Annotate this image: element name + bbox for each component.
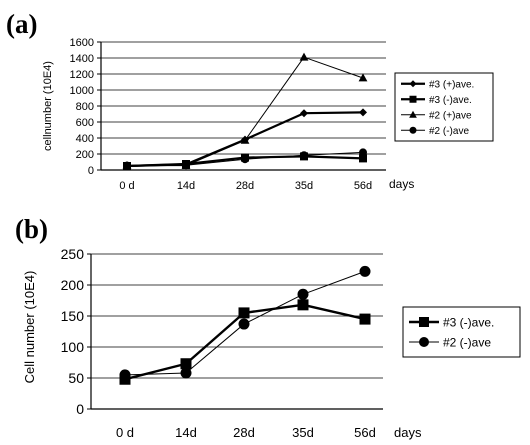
chart-panel-b: (b) 0 50 100 150 200 250 0 d 14d 28d 35d 56d Cell… [15, 214, 521, 440]
panel-label-b: (b) [15, 214, 48, 244]
y-tick-label: 1200 [70, 69, 94, 81]
data-point [359, 265, 371, 277]
legend-entry-label: #2 (-)ave [429, 126, 469, 137]
data-point [238, 318, 250, 330]
data-point [180, 367, 192, 379]
gridlines-b [91, 253, 383, 379]
series-line-2 [127, 56, 364, 167]
data-point [358, 73, 368, 82]
data-point [240, 135, 250, 144]
x-tick-label: 14d [175, 425, 197, 440]
chart-panel-a: (a) 0 200 400 600 800 1000 1200 1400 1600 0 d 14d… [6, 9, 494, 192]
series-b [119, 265, 371, 385]
legend-entry-label: #3 (+)ave. [429, 79, 474, 90]
x-ticks-b: 0 d 14d 28d 35d 56d [116, 425, 376, 440]
legend-swatch-marker [409, 95, 417, 103]
legend-entry-label: #2 (+)ave [429, 110, 472, 121]
data-point [359, 154, 367, 163]
x-ticks-a: 0 d 14d 28d 35d 56d [119, 180, 372, 192]
y-tick-label: 1000 [70, 85, 94, 97]
y-ticks-b: 0 50 100 150 200 250 [61, 246, 91, 417]
y-axis-label-b: Cell number (10E4) [22, 271, 37, 384]
y-axis-label-a: cellnumber (10E4) [42, 61, 54, 151]
x-tick-label: 0 d [116, 425, 134, 440]
y-tick-label: 100 [61, 339, 85, 355]
data-point [359, 108, 367, 117]
x-tick-label: 0 d [119, 180, 134, 192]
legend-entry-label: #3 (-)ave. [429, 95, 472, 106]
data-point [123, 161, 131, 170]
legend-swatch-marker [419, 337, 429, 347]
data-point [299, 52, 309, 61]
gridlines-a [101, 41, 386, 155]
data-point [241, 155, 249, 164]
y-tick-label: 200 [61, 277, 85, 293]
data-point [119, 369, 131, 381]
data-point [238, 307, 250, 319]
legend-swatch-marker [409, 126, 417, 134]
x-tick-label: 28d [233, 425, 255, 440]
series-a [122, 52, 368, 170]
x-tick-label: 56d [354, 180, 372, 192]
y-tick-label: 1400 [70, 53, 94, 65]
data-point [182, 161, 190, 170]
y-tick-label: 400 [76, 133, 94, 145]
legend-swatch-marker [409, 80, 417, 88]
legend-box [402, 306, 521, 358]
x-tick-label: 28d [236, 180, 254, 192]
data-point [359, 313, 371, 325]
panel-label-a: (a) [6, 9, 37, 39]
y-tick-label: 1600 [70, 37, 94, 49]
legend-a: #3 (+)ave. #3 (-)ave. #2 (+)ave #2 (-)ave [394, 72, 494, 142]
data-point [359, 148, 367, 157]
y-tick-label: 0 [76, 401, 84, 417]
data-point [180, 358, 192, 370]
data-point [297, 299, 309, 311]
y-tick-label: 800 [76, 101, 94, 113]
y-tick-label: 0 [88, 165, 94, 177]
legend-entry-label: #2 (-)ave [443, 335, 491, 349]
y-tick-label: 600 [76, 117, 94, 129]
x-tick-label: 35d [295, 180, 313, 192]
data-point [300, 109, 308, 118]
x-tick-label: 56d [354, 425, 376, 440]
x-axis-label-a: days [389, 177, 414, 191]
x-tick-label: 14d [177, 180, 195, 192]
legend-entry-label: #3 (-)ave. [443, 315, 494, 329]
y-tick-label: 150 [61, 308, 85, 324]
data-point [297, 288, 309, 300]
y-tick-label: 250 [61, 246, 85, 262]
legend-b: #3 (-)ave. #2 (-)ave [402, 306, 521, 358]
legend-swatch-marker [419, 317, 429, 327]
legend-swatch-marker [409, 110, 417, 118]
axes-b [90, 254, 383, 410]
x-axis-label-b: days [394, 425, 422, 440]
data-point [300, 151, 308, 160]
y-ticks-a: 0 200 400 600 800 1000 1200 1400 1600 [70, 37, 101, 177]
x-tick-label: 35d [292, 425, 314, 440]
y-tick-label: 200 [76, 149, 94, 161]
y-tick-label: 50 [68, 370, 84, 386]
